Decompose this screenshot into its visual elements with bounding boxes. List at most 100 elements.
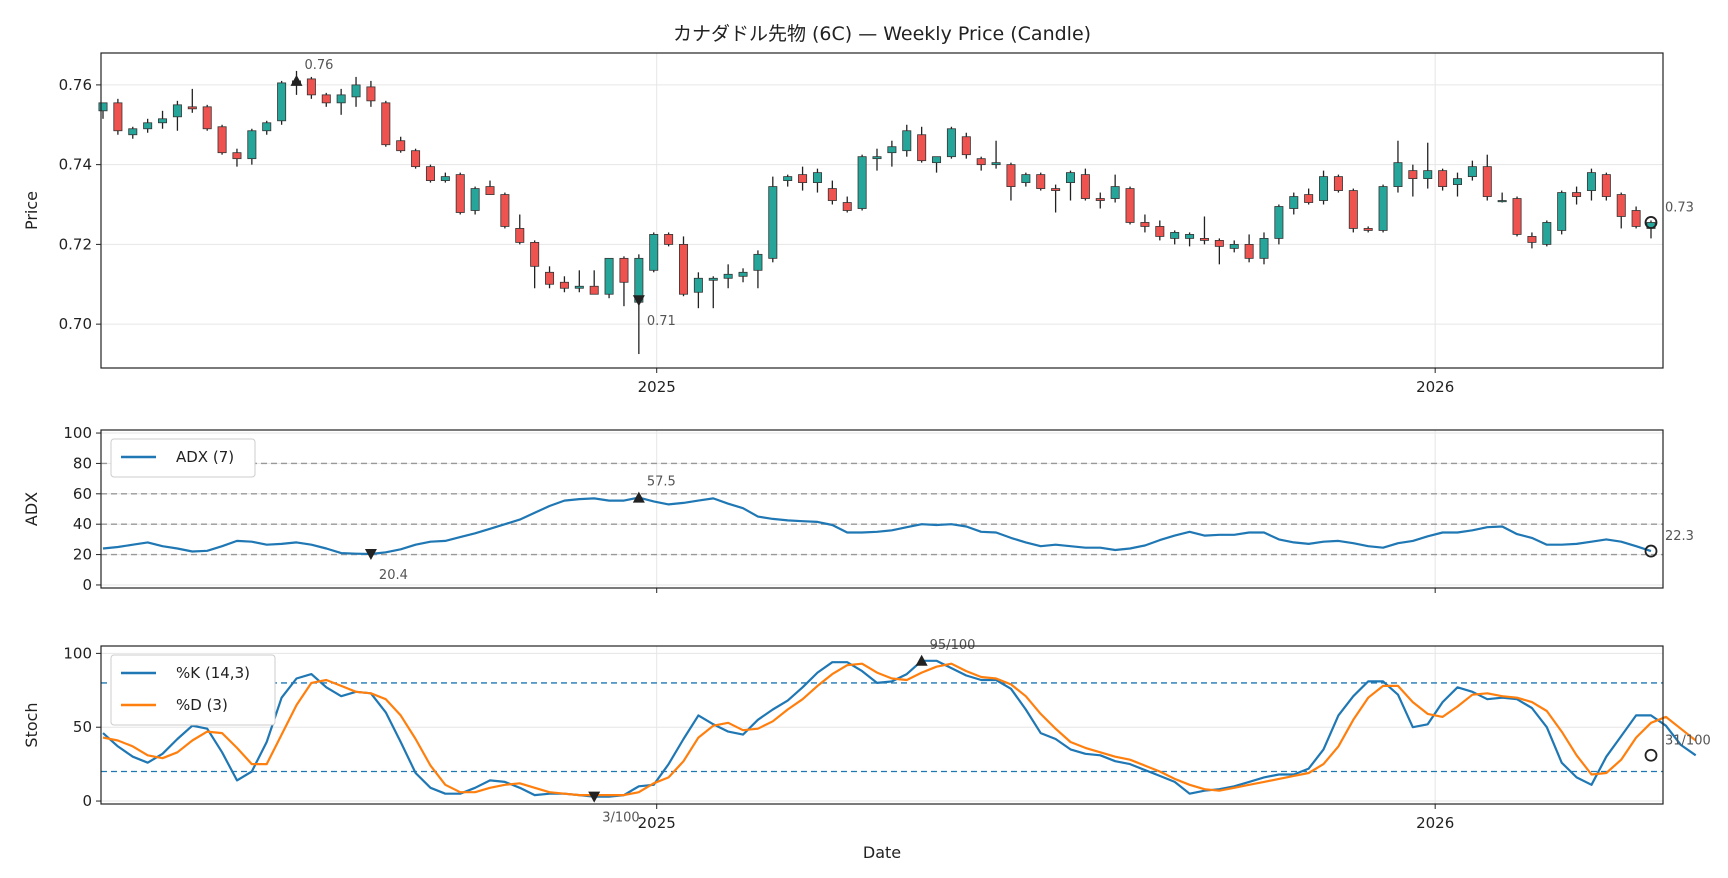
candle-up (262, 122, 272, 132)
candle-down (1572, 192, 1582, 197)
candle-down (827, 188, 837, 201)
candle-up (440, 176, 450, 181)
y-tick-label: 100 (63, 424, 92, 442)
candle-up (1453, 178, 1462, 185)
candle-down (500, 194, 510, 227)
candle-up (768, 186, 778, 259)
y-axis-label: Price (22, 191, 41, 230)
candle-up (1497, 200, 1507, 203)
plot-frame (100, 429, 1664, 589)
y-tick-label: 80 (73, 454, 92, 472)
candle-down (381, 102, 391, 146)
candle-down (1408, 170, 1418, 180)
candle-up (1319, 176, 1329, 201)
candle-down (545, 271, 555, 285)
candle-down (1214, 240, 1224, 247)
annotation-marker-last (1644, 216, 1658, 229)
chart-title: カナダドル先物 (6C) — Weekly Price (Candle) (673, 23, 1091, 45)
candle-up (723, 273, 733, 279)
y-axis-label: ADX (22, 492, 41, 526)
candle-down (1348, 190, 1358, 229)
candle-up (172, 104, 182, 118)
candle-up (991, 162, 1001, 166)
candle-down (1051, 188, 1061, 191)
series-line-1 (102, 496, 1652, 556)
annotation-label-max: 57.5 (647, 475, 676, 490)
x-tick-label: 2026 (1416, 814, 1454, 832)
candle-up (1467, 166, 1477, 178)
annotation-label-last: 22.3 (1665, 529, 1694, 544)
annotation-label-min: 3/100 (602, 811, 639, 826)
candle-up (1110, 186, 1120, 199)
candle-down (1482, 166, 1492, 197)
candle-up (753, 253, 763, 271)
candle-down (1527, 236, 1537, 243)
candle-up (143, 122, 153, 130)
candle-down (1199, 238, 1209, 241)
candle-down (1006, 164, 1016, 187)
annotation-label-last: 0.73 (1665, 200, 1694, 215)
candle-up (932, 156, 942, 164)
y-tick-label: 40 (73, 515, 92, 533)
candle-up (1393, 162, 1403, 187)
candle-up (604, 257, 614, 295)
candle-down (679, 243, 688, 295)
panel-2: 0 20 40 60 80 100 ADX ADX (7) 57.5 20.4 22.3 (22, 424, 1694, 594)
y-tick-label: 20 (73, 546, 92, 564)
candle-down (202, 106, 212, 130)
candle-up (1274, 206, 1284, 239)
candle-down (1512, 198, 1522, 235)
candle-up (1021, 174, 1031, 183)
candle-up (1423, 170, 1433, 180)
candle-up (574, 285, 584, 289)
panel-3: 0 50 100 2025 2026 Stoch %K (14,3) %D (3) 95/100… (22, 638, 1711, 832)
candle-up (158, 118, 168, 124)
y-tick-label: 0.72 (59, 235, 92, 253)
candle-down (1616, 194, 1626, 217)
candle-up (1289, 196, 1299, 209)
candle-up (812, 172, 822, 183)
y-axis-label: Stoch (22, 702, 41, 747)
legend-label: ADX (7) (176, 448, 234, 466)
candle-down (396, 140, 406, 152)
candle-down (411, 150, 421, 168)
candle-up (1557, 192, 1567, 231)
candle-down (425, 166, 435, 181)
candle-up (351, 84, 361, 98)
annotation-marker-max (632, 491, 645, 503)
candle-down (589, 285, 599, 295)
y-tick-label: 0.70 (59, 315, 92, 333)
annotation-marker-max (290, 74, 303, 86)
candle-up (98, 102, 108, 112)
candle-up (708, 277, 718, 281)
candle-up (1378, 186, 1388, 231)
x-tick-label: 2026 (1416, 378, 1454, 396)
candle-down (1140, 222, 1150, 227)
candle-down (976, 158, 986, 166)
candle-up (1259, 238, 1269, 259)
candle-down (1304, 194, 1314, 203)
y-tick-label: 0 (82, 576, 92, 594)
candle-down (113, 102, 123, 132)
candle-down (917, 134, 927, 162)
annotation-marker-last (1644, 748, 1658, 762)
candle-up (946, 128, 956, 158)
annotation-label-max: 0.76 (305, 58, 334, 73)
legend-label: %K (14,3) (176, 664, 250, 682)
candle-down (455, 174, 465, 213)
candle-up (902, 130, 912, 152)
candle-down (798, 174, 808, 183)
candle-down (187, 106, 197, 110)
candle-down (530, 241, 540, 267)
series-line-2 (102, 662, 1697, 797)
candle-down (1438, 170, 1448, 187)
annotation-marker-min (632, 295, 645, 307)
candle-up (336, 94, 346, 104)
candle-up (693, 277, 703, 293)
y-tick-label: 0 (82, 792, 92, 810)
annotation-marker-min (588, 791, 601, 803)
candle-up (128, 128, 138, 136)
candle-down (485, 186, 495, 195)
candle-up (872, 156, 882, 160)
